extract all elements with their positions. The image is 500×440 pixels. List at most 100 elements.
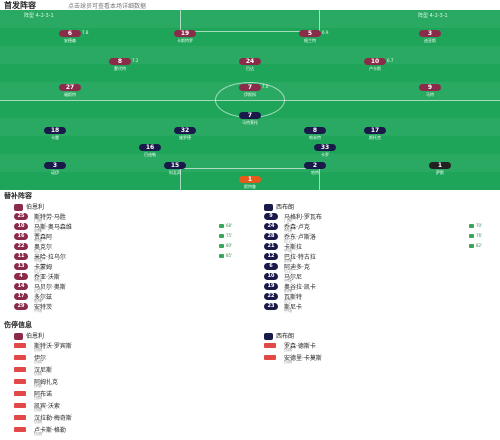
injury-row[interactable]: 阿姆扎克 停赛	[14, 377, 244, 389]
player-number-badge: 3	[44, 162, 66, 169]
player-rating: 6.7	[387, 58, 394, 63]
home-player[interactable]: 9 马特	[400, 84, 460, 97]
away-player[interactable]: 1 萨默	[410, 162, 470, 175]
injured-player-name: 阿布诺	[34, 391, 53, 398]
sub-row[interactable]: 28 乔东·卢斯洛 后卫 76'	[264, 232, 494, 244]
home-player[interactable]: 8 蒙代特 7.2	[90, 58, 150, 71]
injury-row[interactable]: 凯宾·沃索 伤病	[14, 401, 244, 413]
player-name: 卡斯特罗	[177, 38, 193, 43]
home-player[interactable]: 19 卡斯特罗	[155, 30, 215, 43]
injuries-home-team: 伯恩利	[26, 333, 45, 340]
sub-number-badge: 23	[264, 303, 278, 310]
away-player[interactable]: 18 卡雷	[25, 127, 85, 140]
away-player[interactable]: 17 斯托克	[345, 127, 405, 140]
away-player[interactable]: 33 卡罗	[295, 144, 355, 157]
injured-player-name: 伊尔	[34, 355, 47, 362]
home-player[interactable]: 7 伊斯科 7.0	[220, 84, 280, 97]
sub-position: 中场	[284, 248, 292, 253]
away-player[interactable]: 15 科瓦奇	[145, 162, 205, 175]
injury-row[interactable]: 安德里·卡莫斯 伤病	[264, 353, 494, 365]
player-number-badge: 1	[429, 162, 451, 169]
home-player[interactable]: 10 卢卡斯 6.7	[345, 58, 405, 71]
team-crest-icon	[264, 333, 273, 340]
sub-number-badge: 9	[264, 213, 278, 220]
away-player[interactable]: 32 施罗德	[155, 127, 215, 140]
sub-number-badge: 25	[14, 213, 28, 220]
injured-player-name: 汉尼斯	[34, 367, 53, 374]
injured-player-name: 斯特沃·罗宾斯	[34, 343, 72, 350]
sub-time: 85'	[226, 253, 233, 258]
player-number-badge: 7	[239, 112, 261, 119]
away-player[interactable]: 16 巴迪勒	[120, 144, 180, 157]
sub-row[interactable]: 13 卡蒙姆 后卫	[14, 262, 244, 274]
sub-number-badge: 10	[14, 223, 28, 230]
sub-row[interactable]: 23 斯尼卡 中场	[264, 302, 494, 314]
sub-name: 多尔兹	[34, 294, 53, 301]
injury-row[interactable]: 斯特沃·罗宾斯 伤病	[14, 341, 244, 353]
home-player[interactable]: 24 巴达	[220, 58, 280, 71]
sub-row[interactable]: 19 奥谷拉·凯卡 前锋	[264, 282, 494, 294]
sub-row[interactable]: 6 阿迪多·克 后卫	[264, 262, 494, 274]
away-player[interactable]: 2 哈特	[285, 162, 345, 175]
sub-name: 奥谷拉·凯卡	[284, 284, 316, 291]
sub-row[interactable]: 22 奥克尔 后卫 80'	[14, 242, 244, 254]
sub-in-icon	[219, 224, 224, 228]
home-player[interactable]: 1 斯特鲁	[220, 176, 280, 189]
sub-row[interactable]: 24 乔森·卢克 中场 70'	[264, 222, 494, 234]
player-number-badge: 1	[239, 176, 261, 183]
sub-row[interactable]: 12 巴拉·特古拉 前锋	[264, 252, 494, 264]
injury-row[interactable]: 卢卡斯·格勒 伤病	[14, 425, 244, 437]
home-player[interactable]: 3 迪亚斯	[400, 30, 460, 43]
injury-status: 伤病	[34, 407, 42, 412]
sub-number-badge: 22	[14, 243, 28, 250]
injury-row[interactable]: 伊尔 伤病	[14, 353, 244, 365]
player-name: 伊斯科	[244, 92, 256, 97]
sub-position: 门将	[284, 218, 292, 223]
player-number-badge: 3	[419, 30, 441, 37]
sub-in-icon	[219, 244, 224, 248]
away-player[interactable]: 3 诺伊	[25, 162, 85, 175]
injury-row[interactable]: 汉拉勒·梅奇斯 伤病	[14, 413, 244, 425]
injury-row[interactable]: 罗森·德斯卡 伤病	[264, 341, 494, 353]
injury-status: 伤病	[34, 419, 42, 424]
sub-number-badge: 12	[264, 253, 278, 260]
away-player[interactable]: 8 哈米特	[285, 127, 345, 140]
player-number-badge: 8	[109, 58, 131, 65]
player-number-badge: 16	[139, 144, 161, 151]
sub-row[interactable]: 9 马格利·罗瓦布 门将	[264, 212, 494, 224]
sub-row[interactable]: 21 卡斯拉 中场 82'	[264, 242, 494, 254]
sub-row[interactable]: 10 马尔尼 中场	[264, 272, 494, 284]
sub-row[interactable]: 25 斯特劳·马胜 门将	[14, 212, 244, 224]
lineup-title: 首发阵容	[4, 1, 36, 10]
sub-row[interactable]: 10 马斯·奥马森维 前锋 68'	[14, 222, 244, 234]
injured-player-name: 卢卡斯·格勒	[34, 427, 66, 434]
sub-position: 后卫	[34, 248, 42, 253]
sub-row[interactable]: 17 多尔兹 前锋	[14, 292, 244, 304]
team-crest-icon	[264, 204, 273, 211]
sub-row[interactable]: 14 马贝尔·奥斯 后卫	[14, 282, 244, 294]
sub-name: 贾森阿	[34, 234, 53, 241]
sub-row[interactable]: 22 瓦斯特 后卫	[264, 292, 494, 304]
injury-icon	[14, 403, 26, 408]
subs-home-header: 伯恩利	[14, 202, 44, 211]
sub-row[interactable]: 4 乔亚·沃斯 中场	[14, 272, 244, 284]
sub-time: 80'	[226, 243, 233, 248]
player-name: 施罗德	[179, 135, 191, 140]
sub-number-badge: 4	[14, 273, 28, 280]
sub-row[interactable]: 11 米哈·拉乌尔 中场 85'	[14, 252, 244, 264]
home-player[interactable]: 5 格兰特 6.9	[280, 30, 340, 43]
player-name: 萨默	[436, 170, 444, 175]
away-player[interactable]: 7 马特莱托	[220, 112, 280, 125]
home-player[interactable]: 27 福斯特	[40, 84, 100, 97]
sub-position: 后卫	[34, 288, 42, 293]
sub-row[interactable]: 29 安特茨 中场	[14, 302, 244, 314]
sub-number-badge: 21	[264, 243, 278, 250]
injured-player-name: 阿姆扎克	[34, 379, 59, 386]
injury-row[interactable]: 汉尼斯 伤病	[14, 365, 244, 377]
player-name: 卢卡斯	[369, 66, 381, 71]
sub-row[interactable]: 16 贾森阿 中场 75'	[14, 232, 244, 244]
player-name: 斯托克	[369, 135, 381, 140]
injury-row[interactable]: 阿布诺 伤病	[14, 389, 244, 401]
injured-player-name: 汉拉勒·梅奇斯	[34, 415, 72, 422]
home-player[interactable]: 6 安德森 7.8	[40, 30, 100, 43]
